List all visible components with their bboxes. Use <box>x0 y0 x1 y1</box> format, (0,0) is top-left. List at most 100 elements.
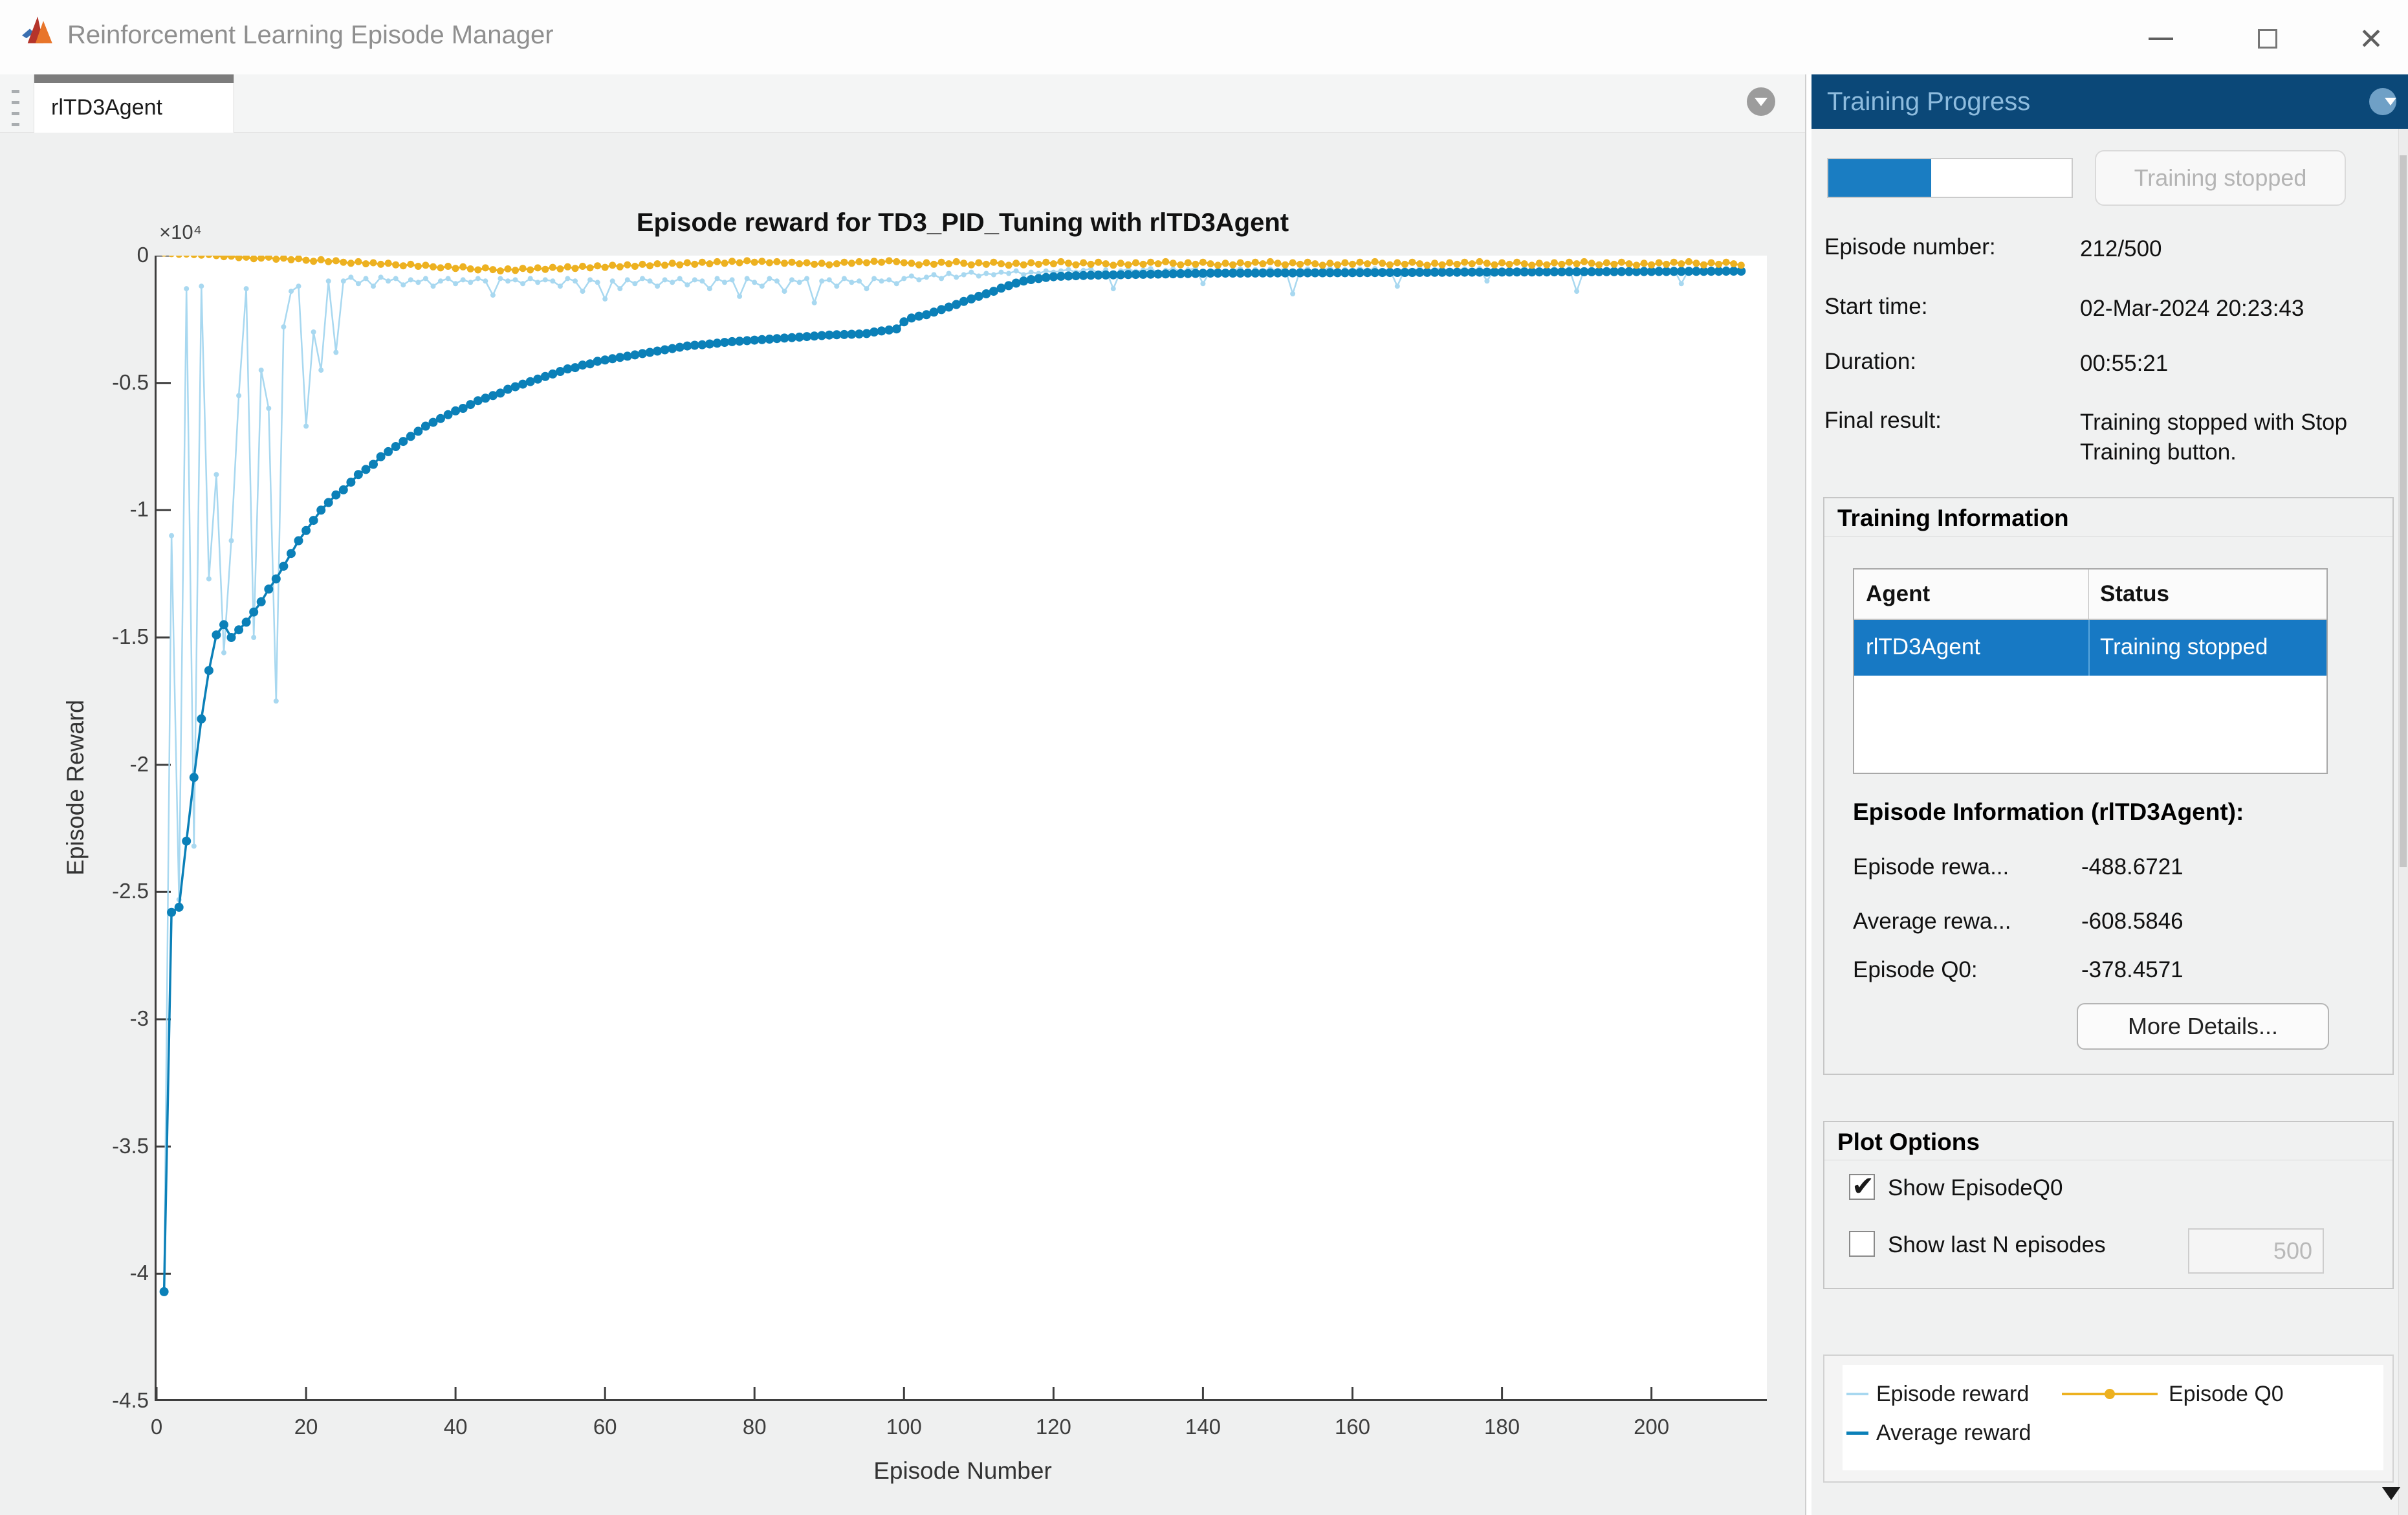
agents-table: Agent Status rlTD3Agent Training stopped <box>1853 568 2328 774</box>
y-tick-label: -3 <box>129 1006 149 1030</box>
column-divider <box>2088 620 2090 676</box>
stat-label: Average rewa... <box>1853 909 2011 934</box>
tab-drag-handle[interactable] <box>12 90 22 126</box>
show-last-n-checkbox[interactable] <box>1849 1231 1875 1257</box>
duration-row: Duration: 00:55:21 <box>1811 349 2408 381</box>
panel-title: Training Progress <box>1827 87 2031 116</box>
x-tick-label: 0 <box>150 1415 163 1439</box>
column-header-agent: Agent <box>1866 581 1931 606</box>
panel-divider <box>1805 74 1806 1515</box>
more-details-button[interactable]: More Details... <box>2077 1003 2329 1050</box>
checkbox-label: Show EpisodeQ0 <box>1888 1175 2063 1200</box>
close-icon: ✕ <box>2358 22 2384 56</box>
episode-q0-stat: Episode Q0: -378.4571 <box>1853 957 2370 987</box>
y-tick-label: 0 <box>137 243 149 267</box>
column-divider <box>2088 570 2089 619</box>
tab-bar: rlTD3Agent <box>0 74 1805 133</box>
series-episode-reward <box>161 265 1744 1294</box>
episode-number-row: Episode number: 212/500 <box>1811 234 2408 267</box>
chart-title: Episode reward for TD3_PID_Tuning with r… <box>636 208 1289 237</box>
average-reward-stat: Average rewa... -608.5846 <box>1853 909 2370 938</box>
cell-status: Training stopped <box>2100 634 2268 659</box>
y-tick-label: -4 <box>129 1261 149 1285</box>
stat-label: Episode Q0: <box>1853 957 1978 982</box>
legend-label[interactable]: Episode Q0 <box>2169 1382 2284 1406</box>
x-tick-label: 140 <box>1185 1415 1221 1439</box>
chevron-down-icon <box>2385 98 2396 105</box>
cell-agent: rlTD3Agent <box>1866 634 1981 659</box>
y-tick-label: -1 <box>129 497 149 522</box>
last-n-episodes-input[interactable]: 500 <box>2188 1228 2324 1274</box>
maximize-button[interactable] <box>2245 19 2290 58</box>
matlab-logo-icon <box>22 16 52 43</box>
table-row[interactable]: rlTD3Agent Training stopped <box>1854 620 2326 676</box>
legend-label[interactable]: Episode reward <box>1876 1382 2030 1406</box>
minimize-icon <box>2149 38 2173 40</box>
row-value: Training stopped with Stop Training butt… <box>2080 410 2348 465</box>
y-tick-label: -2.5 <box>112 879 149 903</box>
close-button[interactable]: ✕ <box>2348 19 2394 58</box>
legend-marker-episode-q0 <box>2105 1389 2115 1399</box>
x-tick-label: 100 <box>886 1415 922 1439</box>
stat-value: -378.4571 <box>2081 957 2184 982</box>
episode-reward-stat: Episode rewa... -488.6721 <box>1853 854 2370 884</box>
x-tick-label: 180 <box>1484 1415 1520 1439</box>
x-tick-label: 60 <box>593 1415 617 1439</box>
show-episodeq0-checkbox[interactable] <box>1849 1170 1875 1202</box>
plot-area[interactable] <box>155 256 1767 1401</box>
scrollbar-thumb[interactable] <box>2400 155 2407 867</box>
window-title: Reinforcement Learning Episode Manager <box>67 21 554 49</box>
legend-label[interactable]: Average reward <box>1876 1421 2031 1445</box>
y-tick-label: -3.5 <box>112 1133 149 1158</box>
x-tick-label: 40 <box>443 1415 468 1439</box>
training-progress-panel: Training Progress Training stopped Episo… <box>1811 74 2408 1515</box>
plot-options-panel: Plot Options Show EpisodeQ0 Show last N … <box>1823 1121 2394 1289</box>
y-tick-label: -0.5 <box>112 370 149 394</box>
table-header: Agent Status <box>1854 570 2326 620</box>
legend: Episode reward Episode Q0 Average reward <box>1843 1365 2383 1470</box>
axis-ticks <box>157 256 1653 1401</box>
tab-options-button[interactable] <box>1747 87 1775 116</box>
group-title: Training Information <box>1837 505 2069 531</box>
y-tick-label: -4.5 <box>112 1388 149 1412</box>
chevron-down-icon <box>1755 97 1768 106</box>
stat-value: -608.5846 <box>2081 909 2184 934</box>
panel-collapse-button[interactable] <box>2369 88 2396 115</box>
title-bar: Reinforcement Learning Episode Manager ✕ <box>0 0 2408 74</box>
row-value: 212/500 <box>2080 236 2162 261</box>
x-tick-label: 20 <box>294 1415 318 1439</box>
training-stopped-button: Training stopped <box>2095 150 2346 206</box>
y-tick-label: -2 <box>129 751 149 776</box>
group-title: Plot Options <box>1837 1129 1980 1155</box>
reward-chart: Episode reward for TD3_PID_Tuning with r… <box>0 133 1805 1515</box>
checkbox-label: Show last N episodes <box>1888 1232 2106 1257</box>
legend-swatch-episode-reward <box>1846 1393 1868 1395</box>
stat-value: -488.6721 <box>2081 854 2184 879</box>
row-value: 00:55:21 <box>2080 351 2169 376</box>
final-result-row: Final result: Training stopped with Stop… <box>1811 408 2408 465</box>
scroll-corner-arrow-icon <box>2382 1487 2400 1500</box>
start-time-row: Start time: 02-Mar-2024 20:23:43 <box>1811 294 2408 326</box>
x-tick-label: 80 <box>742 1415 767 1439</box>
panel-header: Training Progress <box>1811 74 2408 129</box>
tab-accent-strip <box>34 74 234 83</box>
series-episode-q0 <box>161 256 1745 275</box>
legend-swatch-average-reward <box>1846 1432 1868 1435</box>
row-value: 02-Mar-2024 20:23:43 <box>2080 296 2304 321</box>
legend-panel: Episode reward Episode Q0 Average reward <box>1823 1355 2394 1483</box>
column-header-status: Status <box>2100 581 2169 606</box>
training-information-panel: Training Information Agent Status rlTD3A… <box>1823 497 2394 1075</box>
tab-rltd3agent[interactable]: rlTD3Agent <box>34 74 234 133</box>
episode-information-title: Episode Information (rlTD3Agent): <box>1853 799 2244 825</box>
tab-label: rlTD3Agent <box>51 95 162 120</box>
row-label: Duration: <box>1824 349 1917 374</box>
maximize-icon <box>2258 29 2277 49</box>
x-tick-label: 160 <box>1334 1415 1371 1439</box>
x-tick-label: 120 <box>1035 1415 1071 1439</box>
y-tick-label: -1.5 <box>112 625 149 648</box>
minimize-button[interactable] <box>2138 19 2184 58</box>
series-average-reward <box>159 267 1746 1296</box>
stat-label: Episode rewa... <box>1853 854 2009 879</box>
row-label: Episode number: <box>1824 234 1996 260</box>
